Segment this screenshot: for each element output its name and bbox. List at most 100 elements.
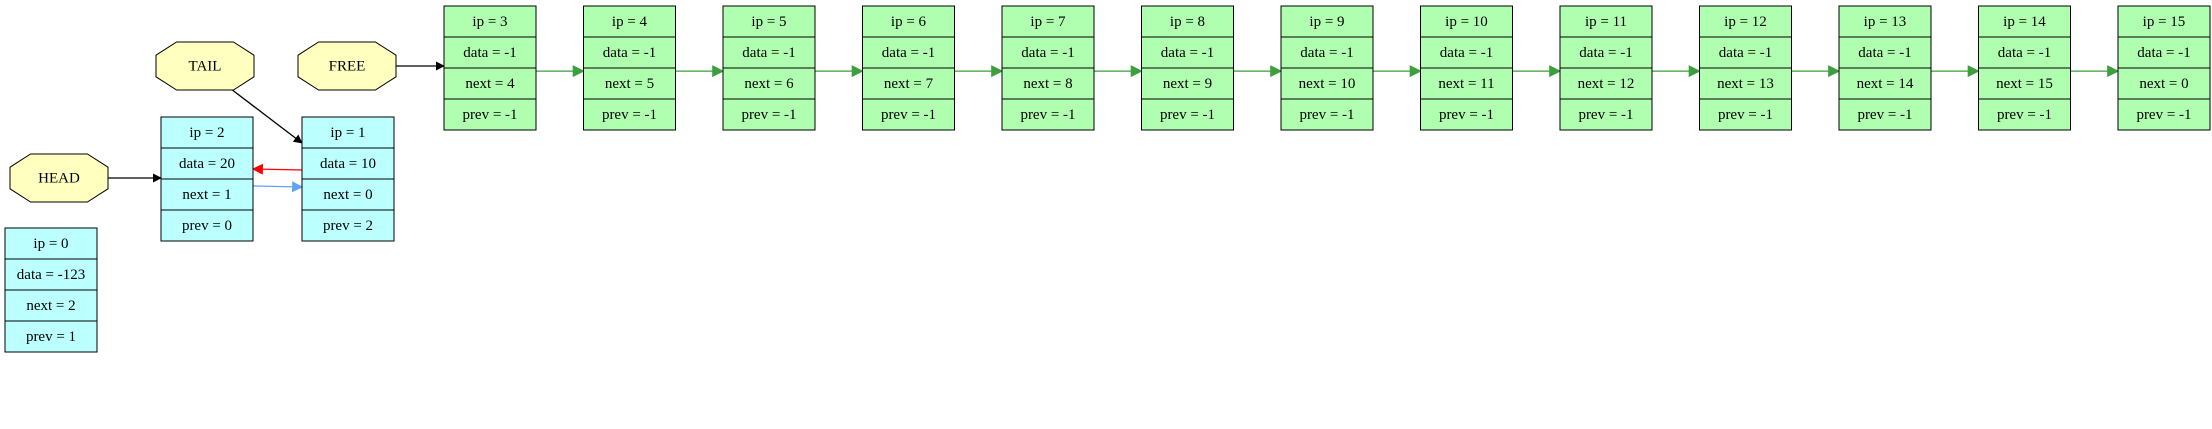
node-prev-label: prev = -1: [1997, 107, 2052, 123]
node-cell: [443, 98, 537, 131]
node-ip-label: ip = 12: [1724, 14, 1767, 30]
node-cell: [1001, 67, 1095, 100]
node-ip-label: ip = 14: [2003, 14, 2046, 30]
node-prev-label: prev = -1: [2136, 107, 2191, 123]
node-prev-label: prev = -1: [1160, 107, 1215, 123]
list-node-14: ip = 14 data = -1 next = 15 prev = -1: [1978, 5, 2071, 131]
node-prev-label: prev = 0: [182, 218, 232, 234]
node-cell: [4, 320, 98, 353]
node-cell: [301, 209, 395, 242]
node-ip-label: ip = 2: [189, 125, 224, 141]
node-cell: [722, 98, 816, 131]
tail-pointer-arrow: [230, 88, 303, 144]
list-node-3: ip = 3 data = -1 next = 4 prev = -1: [443, 5, 537, 131]
node-ip-label: ip = 4: [612, 14, 648, 30]
list-node-4: ip = 4 data = -1 next = 5 prev = -1: [583, 5, 676, 131]
node-data-label: data = -1: [1300, 45, 1353, 61]
list-node-13: ip = 13 data = -1 next = 14 prev = -1: [1838, 5, 1932, 131]
pointer-label: FREE: [329, 58, 366, 74]
node-ip-label: ip = 3: [472, 14, 507, 30]
node-cell: [1420, 67, 1513, 100]
node-cell: [1978, 67, 2071, 100]
pointer-tail: TAIL: [155, 41, 255, 91]
node-prev-label: prev = -1: [1439, 107, 1494, 123]
node-cell: [722, 5, 816, 38]
node-cell: [1420, 5, 1513, 38]
list-node-0: ip = 0 data = -123 next = 2 prev = 1: [4, 227, 98, 353]
node-data-label: data = -1: [463, 45, 516, 61]
node-prev-label: prev = 1: [26, 329, 76, 345]
node-prev-label: prev = -1: [1299, 107, 1354, 123]
node-data-label: data = -1: [2137, 45, 2190, 61]
node-cell: [1559, 36, 1653, 69]
node-ip-label: ip = 13: [1864, 14, 1907, 30]
node-ip-label: ip = 5: [751, 14, 786, 30]
node-prev-label: prev = -1: [1857, 107, 1912, 123]
node-cell: [160, 147, 254, 180]
node-next-label: next = 13: [1717, 76, 1774, 92]
node-prev-label: prev = -1: [1718, 107, 1773, 123]
node-cell: [1280, 67, 1374, 100]
node-prev-label: prev = -1: [1578, 107, 1633, 123]
node-cell: [1141, 67, 1234, 100]
node-cell: [1280, 5, 1374, 38]
list-node-8: ip = 8 data = -1 next = 9 prev = -1: [1141, 5, 1234, 131]
node-cell: [2117, 67, 2211, 100]
pointer-octagon: [155, 41, 255, 91]
node-ip-label: ip = 15: [2143, 14, 2186, 30]
node-ip-label: ip = 8: [1170, 14, 1205, 30]
node-ip-label: ip = 10: [1445, 14, 1488, 30]
node-next-label: next = 0: [323, 187, 372, 203]
node-cell: [1559, 98, 1653, 131]
node-ip-label: ip = 1: [330, 125, 365, 141]
pointer-octagon: [9, 153, 109, 203]
node-cell: [1978, 5, 2071, 38]
node-data-label: data = -1: [882, 45, 935, 61]
node-data-label: data = -1: [603, 45, 656, 61]
pointer-free: FREE: [297, 41, 397, 91]
node-next-label: next = 0: [2139, 76, 2188, 92]
pointers-layer: HEAD TAIL FREE: [9, 41, 397, 203]
node-cell: [1699, 67, 1792, 100]
node-next-label: next = 10: [1299, 76, 1356, 92]
node-data-label: data = -1: [1440, 45, 1493, 61]
node-data-label: data = -1: [1998, 45, 2051, 61]
pointer-label: HEAD: [38, 170, 80, 186]
edges-layer: [108, 61, 2120, 193]
node-cell: [1838, 36, 1932, 69]
node-ip-label: ip = 7: [1030, 14, 1066, 30]
node-cell: [4, 227, 98, 260]
node-prev-label: prev = -1: [602, 107, 657, 123]
node-data-label: data = -1: [1021, 45, 1074, 61]
pointer-octagon: [297, 41, 397, 91]
node-next-label: next = 9: [1163, 76, 1212, 92]
node-cell: [1001, 98, 1095, 131]
node-next-label: next = 12: [1578, 76, 1635, 92]
next-link-arrow: [252, 181, 304, 193]
node-cell: [1420, 98, 1513, 131]
node-data-label: data = 10: [320, 156, 376, 172]
node-next-label: next = 4: [465, 76, 515, 92]
node-cell: [1280, 36, 1374, 69]
node-ip-label: ip = 0: [33, 236, 68, 252]
node-cell: [1838, 5, 1932, 38]
node-cell: [301, 116, 395, 149]
node-data-label: data = -1: [742, 45, 795, 61]
list-node-2: ip = 2 data = 20 next = 1 prev = 0: [160, 116, 254, 242]
node-data-label: data = 20: [179, 156, 235, 172]
node-cell: [722, 67, 816, 100]
list-node-11: ip = 11 data = -1 next = 12 prev = -1: [1559, 5, 1653, 131]
node-ip-label: ip = 11: [1585, 14, 1627, 30]
node-cell: [301, 178, 395, 211]
list-node-6: ip = 6 data = -1 next = 7 prev = -1: [862, 5, 955, 131]
node-data-label: data = -1: [1858, 45, 1911, 61]
node-prev-label: prev = -1: [881, 107, 936, 123]
node-cell: [1141, 5, 1234, 38]
node-cell: [160, 178, 254, 211]
list-node-5: ip = 5 data = -1 next = 6 prev = -1: [722, 5, 816, 131]
node-cell: [443, 5, 537, 38]
node-prev-label: prev = 2: [323, 218, 373, 234]
pointer-label: TAIL: [189, 58, 222, 74]
node-next-label: next = 5: [605, 76, 654, 92]
node-data-label: data = -123: [17, 267, 85, 283]
